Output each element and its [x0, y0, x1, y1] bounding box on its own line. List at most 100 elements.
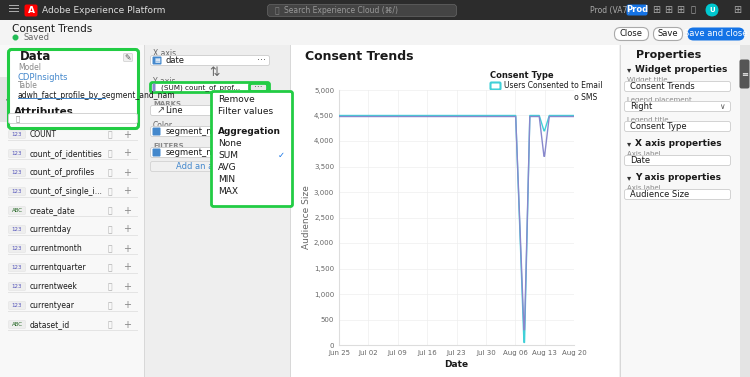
Text: COUNT: COUNT: [30, 130, 57, 139]
Text: Aggregation: Aggregation: [218, 127, 281, 135]
Text: Saved: Saved: [24, 33, 50, 42]
Text: 123: 123: [12, 227, 22, 232]
Bar: [144, 45, 145, 377]
Text: ⊞: ⊞: [664, 5, 672, 15]
Text: MIN: MIN: [218, 175, 236, 184]
Bar: [8, 235, 138, 236]
Text: ⇅: ⇅: [210, 66, 220, 80]
Bar: [0, 77, 16, 122]
FancyBboxPatch shape: [13, 35, 19, 40]
FancyBboxPatch shape: [8, 245, 26, 253]
Text: Attributes: Attributes: [14, 107, 74, 117]
Bar: [8, 330, 138, 331]
FancyBboxPatch shape: [626, 5, 647, 15]
Bar: [18, 98, 106, 99]
FancyBboxPatch shape: [151, 127, 269, 136]
Text: Consent Trends: Consent Trends: [630, 82, 694, 91]
Text: adwh_fact_profile_by_segment_and_nam: adwh_fact_profile_by_segment_and_nam: [18, 90, 176, 100]
Text: MAX: MAX: [218, 187, 238, 196]
Text: 123: 123: [12, 189, 22, 194]
FancyBboxPatch shape: [152, 149, 160, 156]
FancyBboxPatch shape: [151, 83, 269, 92]
Text: Consent Trends: Consent Trends: [12, 24, 92, 34]
Text: +: +: [123, 205, 131, 216]
Text: 123: 123: [12, 151, 22, 156]
Text: Y axis: Y axis: [153, 77, 176, 86]
Bar: [620, 45, 621, 377]
Text: (SUM) count_of_prof...: (SUM) count_of_prof...: [161, 84, 240, 91]
Text: Axis label: Axis label: [627, 151, 661, 157]
Text: ABC: ABC: [11, 322, 22, 327]
FancyBboxPatch shape: [8, 113, 137, 124]
Text: +: +: [123, 262, 131, 273]
Bar: [8, 140, 138, 141]
Text: Right: Right: [630, 102, 652, 111]
FancyBboxPatch shape: [625, 190, 730, 199]
Text: Remove: Remove: [218, 95, 255, 104]
Text: MARKS: MARKS: [153, 101, 181, 107]
Text: Add an attribute: Add an attribute: [176, 162, 244, 171]
FancyBboxPatch shape: [151, 161, 269, 172]
FancyBboxPatch shape: [8, 130, 26, 138]
Text: currentweek: currentweek: [30, 282, 78, 291]
Text: ⓘ: ⓘ: [108, 301, 112, 310]
FancyBboxPatch shape: [152, 127, 160, 135]
Text: Widget title: Widget title: [627, 77, 668, 83]
Text: ⊞: ⊞: [652, 5, 660, 15]
Text: None: None: [218, 138, 242, 147]
Text: ⓘ: ⓘ: [108, 282, 112, 291]
Bar: [0, 20, 750, 45]
Text: date: date: [166, 56, 185, 65]
Text: ▦: ▦: [154, 58, 160, 63]
Text: Model: Model: [18, 63, 41, 72]
FancyBboxPatch shape: [8, 49, 139, 129]
Text: U: U: [710, 7, 715, 13]
Text: X axis properties: X axis properties: [635, 139, 722, 149]
Bar: [0, 44, 750, 45]
Text: ⊞: ⊞: [676, 5, 684, 15]
Text: ⓘ: ⓘ: [108, 130, 112, 139]
Text: ↗: ↗: [157, 106, 165, 115]
Text: Filter values: Filter values: [218, 107, 273, 116]
FancyBboxPatch shape: [124, 54, 133, 61]
FancyBboxPatch shape: [8, 264, 26, 271]
Text: Users Consented to Email: Users Consented to Email: [504, 81, 602, 90]
Text: count_of_profiles: count_of_profiles: [30, 168, 95, 177]
Text: Prod: Prod: [626, 6, 648, 14]
FancyBboxPatch shape: [688, 28, 745, 40]
Text: ▾: ▾: [627, 173, 632, 182]
Text: Axis label: Axis label: [627, 185, 661, 191]
FancyBboxPatch shape: [706, 3, 718, 17]
Bar: [621, 63, 739, 64]
Text: +: +: [123, 282, 131, 291]
Text: Color: Color: [153, 121, 173, 130]
FancyBboxPatch shape: [8, 187, 26, 196]
Text: ▾: ▾: [627, 66, 632, 75]
FancyBboxPatch shape: [625, 81, 730, 92]
Text: X axis: X axis: [153, 49, 176, 58]
Text: ⊞: ⊞: [733, 5, 741, 15]
FancyBboxPatch shape: [653, 28, 682, 40]
Text: +: +: [123, 224, 131, 234]
Bar: [9, 8, 19, 9]
Text: ‹: ‹: [5, 93, 10, 107]
FancyBboxPatch shape: [625, 101, 730, 112]
Text: Save and close: Save and close: [684, 29, 748, 38]
Text: +: +: [123, 187, 131, 196]
Text: 123: 123: [12, 132, 22, 137]
Text: ···: ···: [256, 55, 265, 66]
Text: 123: 123: [12, 284, 22, 289]
Bar: [145, 45, 290, 377]
Text: Users Consented to SMS: Users Consented to SMS: [504, 93, 597, 103]
Text: +: +: [123, 149, 131, 158]
Text: Consent Type: Consent Type: [630, 122, 687, 131]
Text: 123: 123: [12, 303, 22, 308]
Text: ···: ···: [254, 83, 262, 92]
FancyBboxPatch shape: [8, 150, 26, 158]
Text: +: +: [123, 130, 131, 139]
Text: Widget properties: Widget properties: [635, 66, 728, 75]
Text: 🔍: 🔍: [16, 115, 20, 122]
FancyBboxPatch shape: [151, 106, 269, 115]
Text: ✎: ✎: [124, 53, 131, 62]
Text: Consent Trends: Consent Trends: [305, 51, 413, 63]
